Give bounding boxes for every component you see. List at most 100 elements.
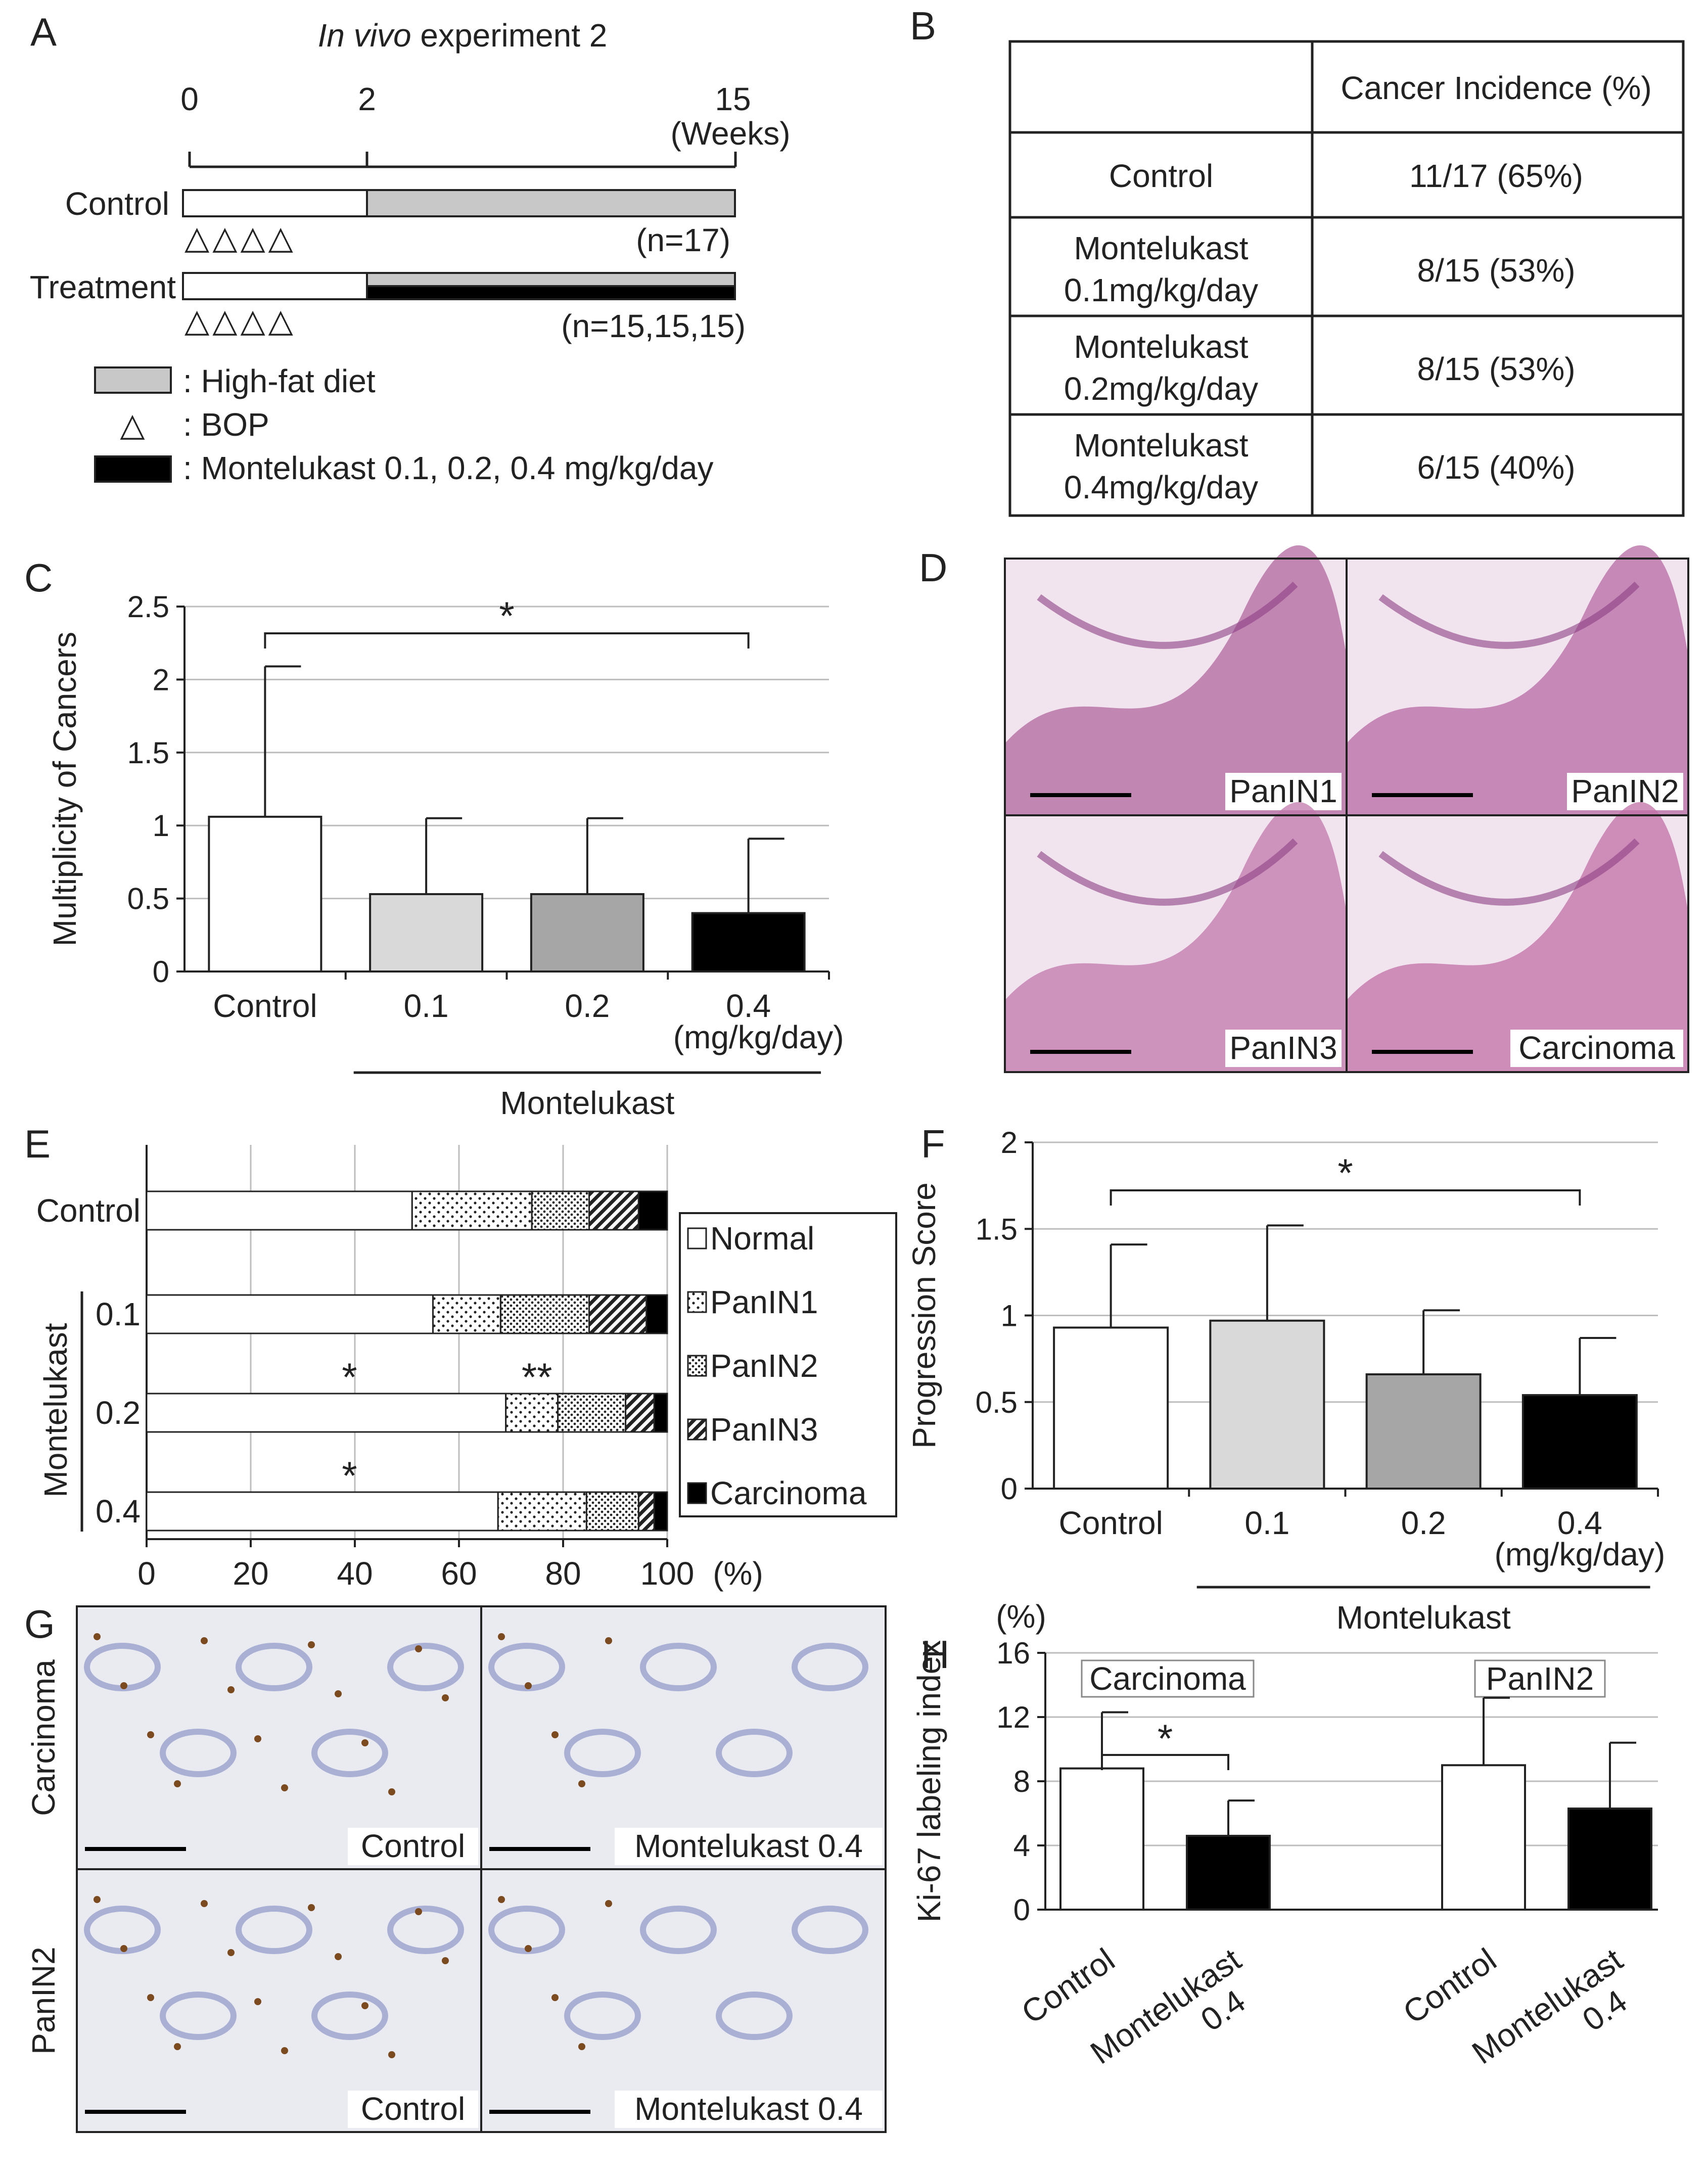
y-tick-label: 0	[1013, 1893, 1030, 1927]
ki67-nucleus	[147, 1994, 154, 2001]
row-label: PanIN2	[25, 1947, 62, 2054]
significance-star: *	[499, 593, 514, 638]
tile-label-bg	[1510, 1030, 1683, 1067]
ki67-nucleus	[174, 1780, 181, 1787]
stack-segment	[637, 1491, 655, 1532]
treatment-n: (n=15,15,15)	[561, 308, 746, 344]
x-tick-label: 80	[545, 1555, 581, 1592]
panel-letter-d: D	[919, 545, 947, 590]
tile-label-bg	[1567, 773, 1683, 810]
tile-label: Montelukast 0.4	[634, 2091, 863, 2127]
stack-segment	[588, 1294, 648, 1334]
significance-star: **	[522, 1355, 552, 1399]
significance-star: *	[1158, 1716, 1173, 1761]
week-tick-2: 2	[358, 81, 376, 117]
chart-f-progression-score: 0 0.5 1 1.5 2 Control 0.1 0.2 0.4(mg/kg/day) Mont…	[906, 1126, 1665, 1636]
gland-outline	[792, 1906, 868, 1954]
legend-swatch	[687, 1418, 707, 1441]
ki67-nucleus	[227, 1686, 235, 1693]
bar	[1053, 1326, 1169, 1490]
ki67-nucleus	[442, 1957, 449, 1964]
gland-outline	[236, 1643, 312, 1691]
ki67-nucleus	[335, 1690, 342, 1697]
y-tick-label: 1	[1001, 1299, 1018, 1333]
stack-segment	[505, 1393, 559, 1433]
ki67-nucleus	[551, 1731, 559, 1738]
control-basal-diet-bar	[182, 189, 368, 217]
ki67-nucleus	[388, 2051, 395, 2058]
control-high-fat-bar	[366, 189, 736, 217]
chart-e-lesion-distribution: 0 20 40 60 80 100 (%) Control 0.1 0.2 0.4 Monteluka…	[36, 1145, 897, 1592]
legend-swatch-montelukast	[94, 455, 172, 483]
bar	[369, 893, 484, 973]
table-group-m02-name: Montelukast	[1074, 329, 1248, 365]
legend-swatch	[687, 1291, 707, 1313]
ki67-nucleus	[335, 1953, 342, 1960]
ki67-nucleus	[361, 1739, 368, 1746]
table-group-m04-dose: 0.4mg/kg/day	[1064, 469, 1258, 505]
ki67-nucleus	[308, 1904, 315, 1911]
chart-c-multiplicity: 0 0.5 1 1.5 2 2.5 Control 0.1 0.2 0.4(mg/kg/day) M…	[47, 590, 844, 1121]
y-tick-label: 0.5	[976, 1385, 1018, 1419]
category-label: Control	[1058, 1505, 1163, 1541]
tile-label: Control	[361, 2091, 465, 2127]
table-group-m01-dose: 0.1mg/kg/day	[1064, 272, 1258, 308]
significance-star: *	[342, 1355, 357, 1399]
ki67-nucleus	[201, 1900, 208, 1907]
epithelium	[1037, 838, 1298, 906]
significance-star: *	[342, 1453, 357, 1498]
tile-label: Montelukast 0.4	[634, 1828, 863, 1864]
tile-label: PanIN3	[1229, 1030, 1337, 1066]
y-tick-label: 8	[1013, 1765, 1030, 1798]
y-tick-label: 1	[153, 809, 169, 843]
panel-a-title-italic: In vivo	[318, 17, 411, 54]
x-tick-label: 40	[337, 1555, 373, 1592]
category-label: 0.4	[726, 988, 771, 1024]
y-tick-label: 2.5	[127, 590, 169, 624]
row-label: Carcinoma	[25, 1659, 62, 1816]
stack-segment	[637, 1190, 668, 1231]
x-tick-label: 0	[137, 1555, 156, 1592]
category-label: 0.4	[1557, 1505, 1602, 1541]
ki67-nucleus	[361, 2002, 368, 2009]
y-tick-label: 0.5	[127, 882, 169, 916]
ki67-nucleus	[94, 1633, 101, 1640]
weeks-label: (Weeks)	[670, 115, 790, 152]
legend-swatch-high-fat	[94, 366, 172, 394]
gland-outline	[387, 1643, 464, 1691]
bar	[1186, 1834, 1271, 1911]
gland-outline	[387, 1906, 464, 1954]
control-bop-marks: △△△△	[184, 219, 296, 256]
stack-segment	[585, 1491, 639, 1532]
ki67-nucleus	[551, 1994, 559, 2001]
legend-swatch	[687, 1355, 707, 1377]
gland-outline	[160, 1729, 237, 1777]
stack-segment	[499, 1294, 590, 1334]
ki67-nucleus	[525, 1945, 532, 1952]
category-label: 0.1	[1244, 1505, 1289, 1541]
ki67-nucleus	[442, 1694, 449, 1701]
group-label: Montelukast	[1336, 1599, 1511, 1636]
ki67-nucleus	[281, 1784, 288, 1791]
ki67-nucleus	[227, 1949, 235, 1956]
stack-segment	[146, 1491, 499, 1532]
gland-outline	[564, 1992, 641, 2040]
bar	[1365, 1373, 1482, 1490]
gland-outline	[792, 1643, 868, 1691]
x-tick-label: 100	[640, 1555, 695, 1592]
panel-letter-f: F	[921, 1122, 945, 1166]
panel-letter-c: C	[24, 556, 53, 600]
y-axis-label: Progression Score	[906, 1182, 942, 1448]
ki67-nucleus	[254, 1998, 261, 2005]
significance-star: *	[1337, 1150, 1353, 1195]
ki67-nucleus	[498, 1896, 505, 1903]
tile-label: PanIN2	[1571, 773, 1679, 809]
y-tick-label: 2	[1001, 1126, 1018, 1160]
tile-label-bg	[1225, 773, 1342, 810]
group-label: Montelukast	[37, 1323, 74, 1497]
category-label: Control	[1015, 1941, 1121, 2030]
treatment-montelukast-bar	[366, 285, 736, 300]
table-header-incidence: Cancer Incidence (%)	[1341, 70, 1651, 106]
ki67-nucleus	[525, 1682, 532, 1689]
